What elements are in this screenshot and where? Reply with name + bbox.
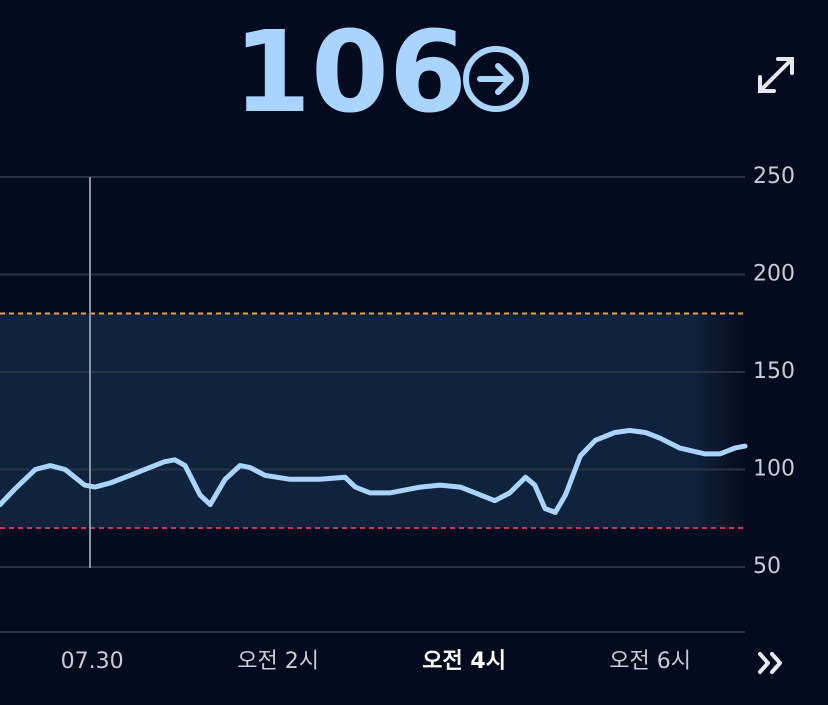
x-tick-label: 07.30 [61, 649, 124, 674]
band-layer [0, 312, 745, 529]
detail-button[interactable] [463, 46, 529, 112]
x-tick-label: 오전 2시 [237, 649, 319, 674]
y-tick-label: 200 [753, 262, 795, 287]
detail-arrow [477, 63, 514, 95]
y-tick-label: 100 [753, 457, 795, 482]
expand-icon [758, 57, 794, 93]
y-tick-label: 50 [753, 554, 781, 579]
next-icon [758, 652, 782, 674]
grid-layer [0, 176, 745, 568]
current-value: 106 [233, 8, 467, 138]
target-band [0, 313, 745, 528]
expand-button[interactable] [758, 57, 794, 93]
detail-circle [463, 46, 529, 112]
data-layer [0, 428, 748, 515]
y-tick-label: 150 [753, 359, 795, 384]
y-tick-label: 250 [753, 164, 795, 189]
next-button[interactable] [758, 652, 782, 674]
glucose-line [0, 428, 748, 515]
x-tick-label: 오전 6시 [609, 649, 691, 674]
x-tick-label: 오전 4시 [422, 649, 506, 674]
